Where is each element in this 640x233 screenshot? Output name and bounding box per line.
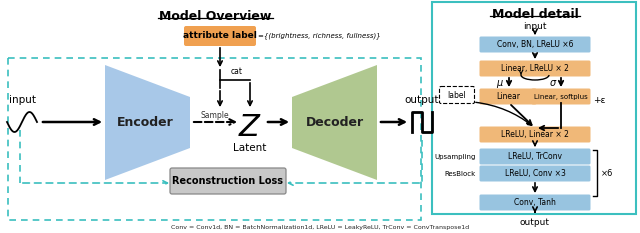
FancyBboxPatch shape [184,26,256,46]
FancyBboxPatch shape [479,127,591,143]
Text: ×6: ×6 [601,168,613,178]
FancyBboxPatch shape [479,148,591,164]
Text: Latent: Latent [234,143,267,153]
Text: Linear, LReLU × 2: Linear, LReLU × 2 [501,64,569,73]
Text: Conv, BN, LReLU ×6: Conv, BN, LReLU ×6 [497,40,573,49]
Text: Model detail: Model detail [492,8,579,21]
Text: ResBlock: ResBlock [445,171,476,177]
Text: $\mathbf{\mathit{Z}}$: $\mathbf{\mathit{Z}}$ [238,113,262,143]
Bar [8,58,421,220]
FancyBboxPatch shape [479,37,591,52]
FancyBboxPatch shape [479,165,591,182]
Text: Conv = Conv1d, BN = BatchNormalization1d, LReLU = LeakyReLU, TrConv = ConvTransp: Conv = Conv1d, BN = BatchNormalization1d… [171,225,469,230]
Text: Linear: Linear [496,92,520,101]
Text: Reconstruction Loss: Reconstruction Loss [173,176,284,186]
Text: ={(brightness, richness, fullness)}: ={(brightness, richness, fullness)} [258,33,381,39]
Text: cat: cat [231,67,243,76]
FancyBboxPatch shape [170,168,286,194]
Text: Linear, softplus: Linear, softplus [534,93,588,99]
Text: Upsampling: Upsampling [435,154,476,160]
Text: label: label [447,90,467,99]
FancyBboxPatch shape [479,89,536,104]
FancyBboxPatch shape [479,61,591,76]
Text: Decoder: Decoder [306,116,364,129]
Text: LReLU, Conv ×3: LReLU, Conv ×3 [504,169,565,178]
Text: input: input [8,95,35,105]
Bar [432,2,636,214]
Text: Sample: Sample [201,110,229,120]
Text: Model Overview: Model Overview [159,10,271,23]
FancyBboxPatch shape [531,89,591,104]
FancyBboxPatch shape [479,195,591,210]
Text: μ: μ [496,78,502,88]
Polygon shape [105,65,190,180]
Text: LReLU, TrConv: LReLU, TrConv [508,152,562,161]
Text: output: output [520,218,550,227]
Polygon shape [292,65,377,180]
Text: LReLU, Linear × 2: LReLU, Linear × 2 [501,130,569,139]
Text: attribute label: attribute label [183,31,257,41]
Text: +ε: +ε [593,96,605,105]
Text: Conv, Tanh: Conv, Tanh [514,198,556,207]
Text: Encoder: Encoder [116,116,173,129]
Text: output: output [404,95,439,105]
Text: input: input [524,22,547,31]
Text: σ: σ [550,78,556,88]
